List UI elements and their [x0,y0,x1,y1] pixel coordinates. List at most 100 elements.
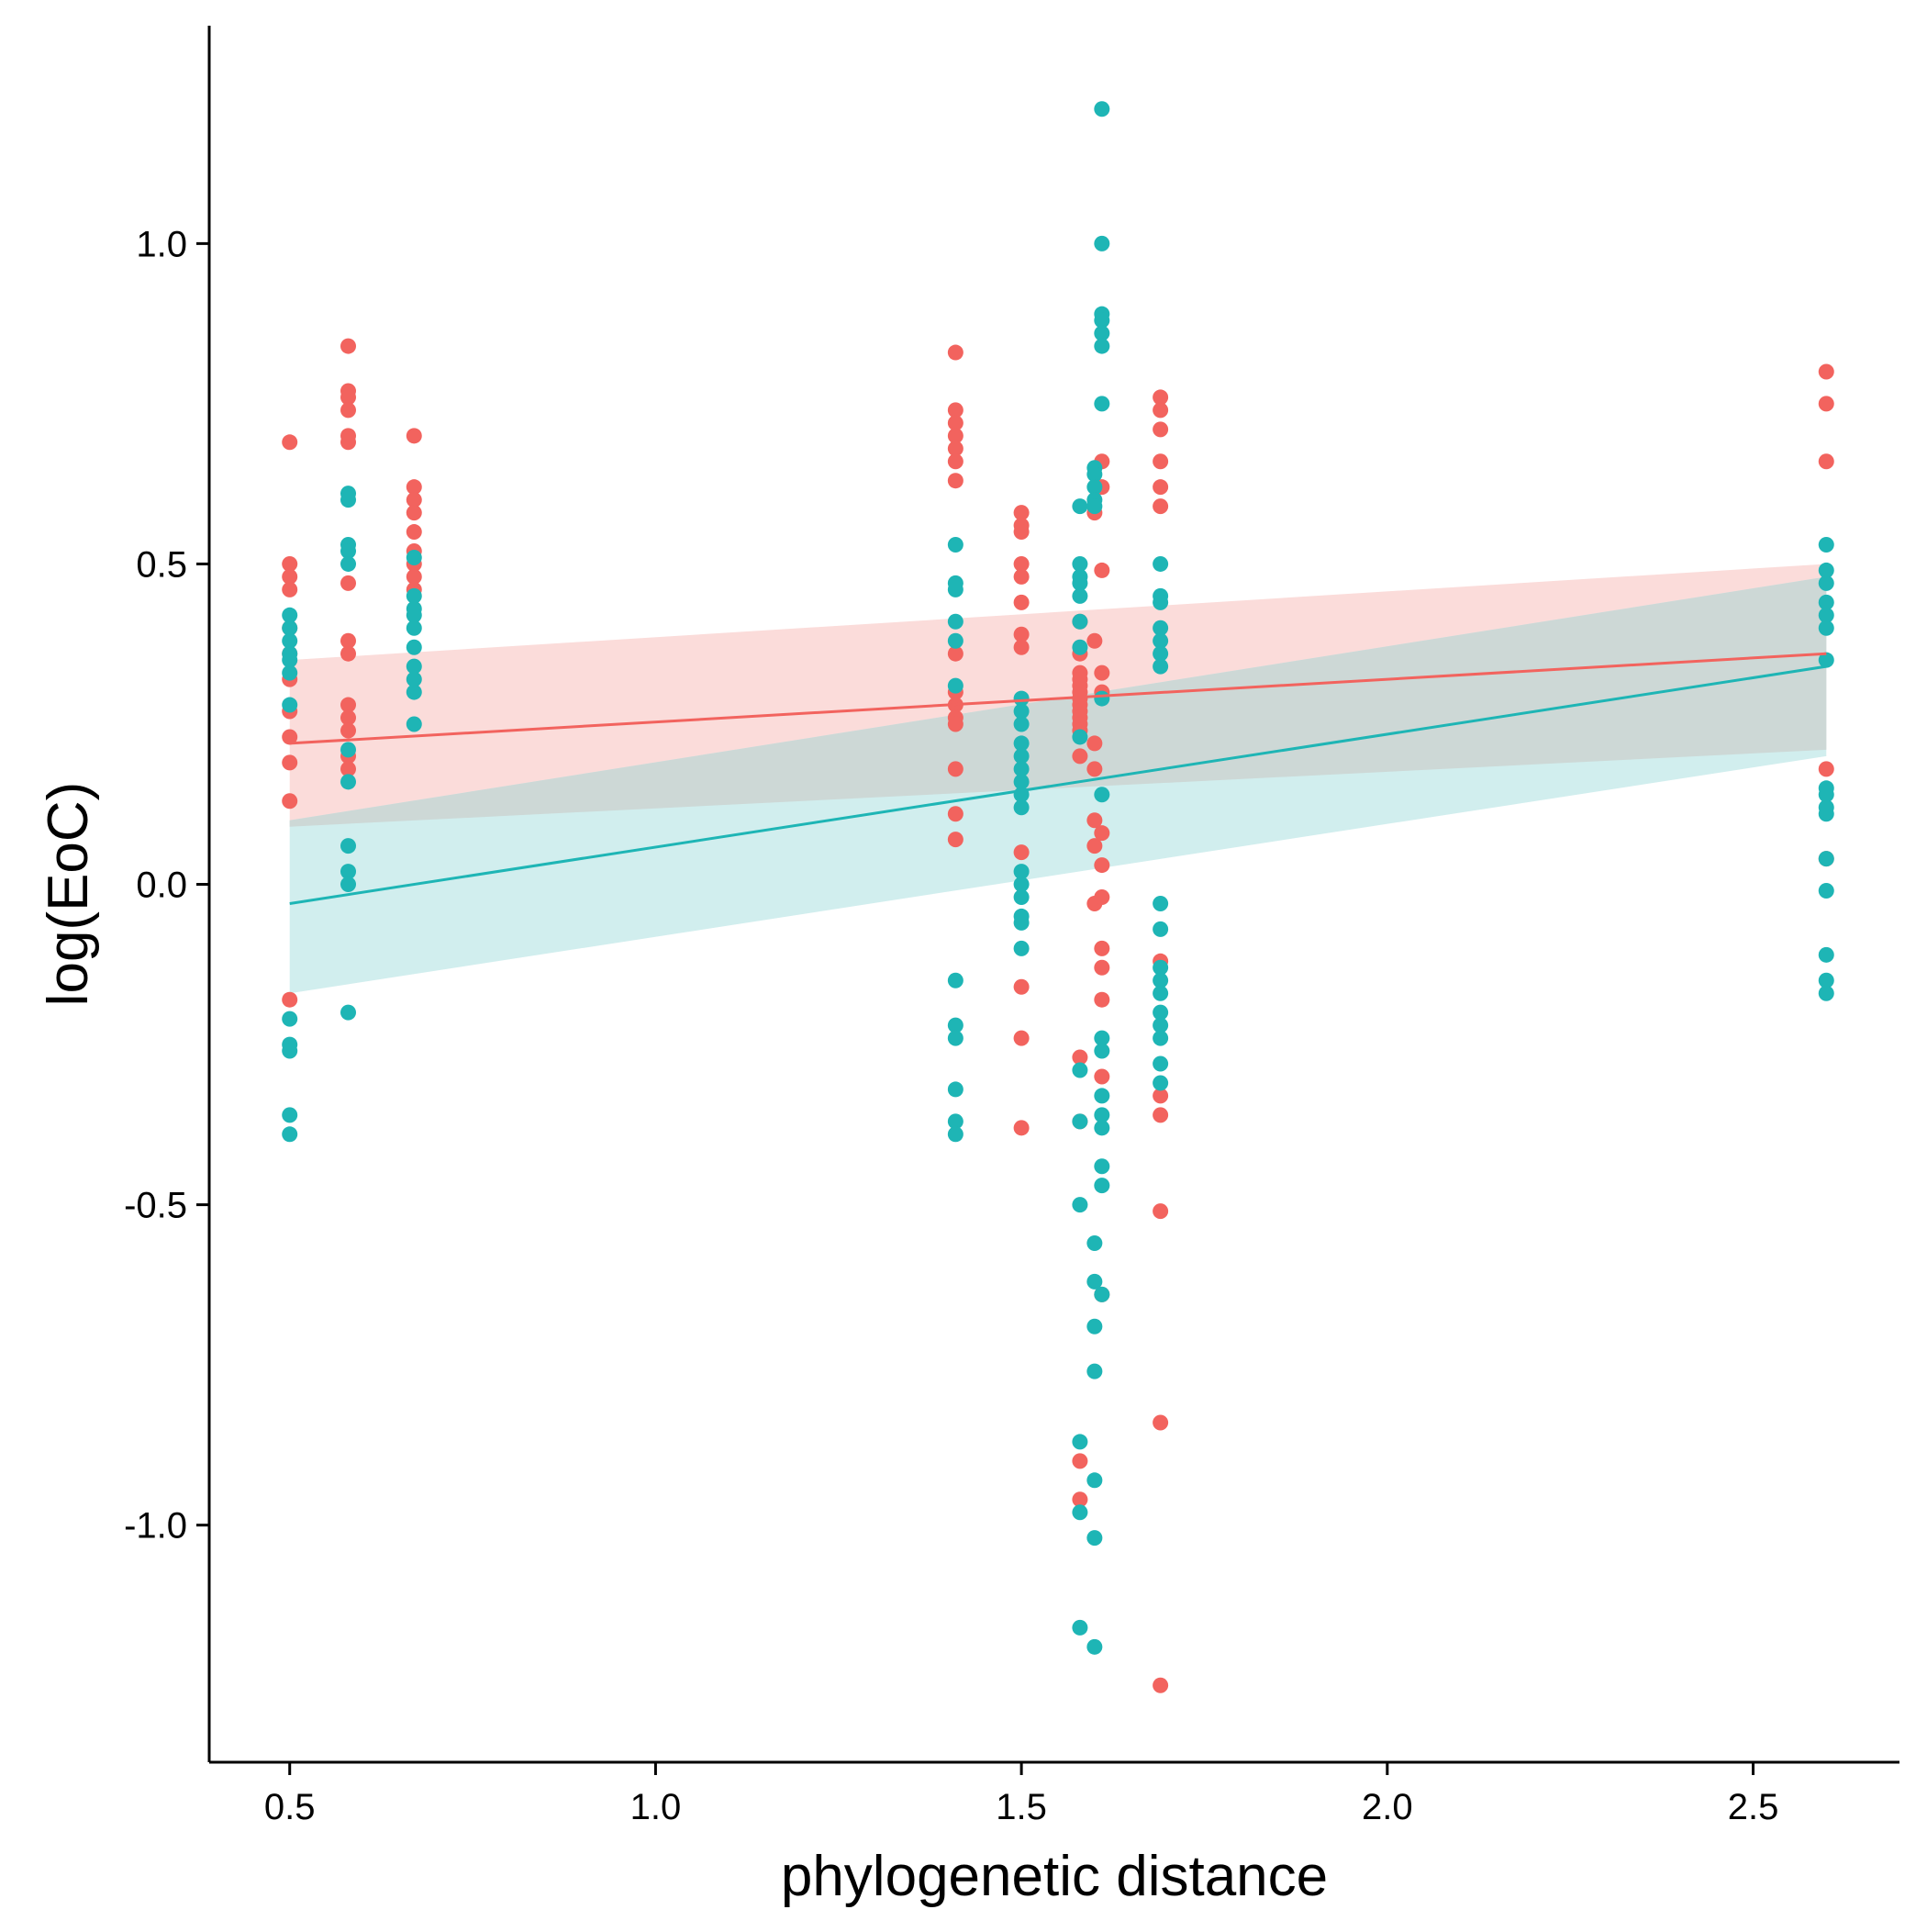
fit-lines [289,652,1827,905]
x-tick-label: 1.5 [996,1787,1047,1827]
data-point [947,1017,964,1033]
data-point [340,338,357,354]
data-point [1153,594,1169,610]
data-point [406,620,422,636]
data-point [947,1030,964,1046]
x-axis-ticks: 0.5 1.0 1.5 2.0 2.5 [264,1762,1778,1827]
data-point [1153,1017,1169,1033]
data-point [947,1081,964,1098]
data-point [947,972,964,988]
data-point [340,697,357,713]
data-point [1086,1318,1103,1335]
data-point [406,671,422,687]
data-point [1013,505,1030,521]
data-point [406,505,422,521]
data-point [1094,787,1110,803]
data-point [1818,453,1834,470]
data-point [1094,1286,1110,1302]
data-point [1072,1062,1088,1078]
data-point [1094,940,1110,956]
fit-line-0 [289,652,1827,745]
data-point [1094,1043,1110,1059]
data-point [282,581,298,597]
data-point [1072,587,1088,604]
data-point [1094,1068,1110,1085]
y-tick-label: -0.5 [124,1186,187,1226]
data-point [340,575,357,591]
data-point [282,568,298,585]
data-point [1818,396,1834,412]
data-point [1818,562,1834,578]
data-point [1072,1113,1088,1130]
data-point [1153,972,1169,988]
data-point [947,832,964,848]
data-point [947,402,964,419]
data-point [282,1043,298,1059]
data-point [406,568,422,585]
data-point [1153,479,1169,496]
data-point [1094,338,1110,354]
data-point [406,479,422,496]
data-point [340,722,357,739]
data-point [1153,895,1169,911]
data-point [340,709,357,726]
data-point [1818,946,1834,963]
data-point [282,991,298,1008]
data-point [1094,959,1110,976]
y-tick-label: -1.0 [124,1506,187,1547]
data-points [282,101,1834,1693]
data-point [1086,735,1103,752]
fit-line-1 [289,664,1827,905]
data-point [1094,1107,1110,1123]
data-point [1153,1055,1169,1072]
data-point [1072,1619,1088,1636]
data-point [947,716,964,732]
data-point [1153,1088,1169,1104]
data-point [406,524,422,541]
data-point [1094,235,1110,251]
data-point [1153,1004,1169,1021]
data-point [1094,1088,1110,1104]
data-point [947,537,964,553]
data-point [1086,838,1103,854]
x-tick-label: 0.5 [264,1787,316,1827]
data-point [340,402,357,419]
data-point [1094,325,1110,341]
data-point [1013,877,1030,893]
data-point [1153,1414,1169,1431]
data-point [1086,1363,1103,1379]
data-point [1072,1491,1088,1508]
data-point [947,428,964,444]
data-point [1013,716,1030,732]
data-point [1072,1434,1088,1450]
data-point [1094,857,1110,874]
data-point [1072,613,1088,630]
data-point [340,645,357,662]
data-point [340,389,357,406]
data-point [340,774,357,790]
data-point [1086,1273,1103,1290]
data-point [1818,607,1834,623]
data-point [1072,1504,1088,1521]
data-point [282,652,298,668]
data-point [1153,645,1169,662]
data-point [406,684,422,700]
y-tick-label: 0.0 [136,865,187,906]
data-point [1072,575,1088,591]
data-point [1818,620,1834,636]
data-point [1013,940,1030,956]
data-point [1013,735,1030,752]
data-point [1094,312,1110,329]
data-point [1086,812,1103,829]
data-point [1072,1453,1088,1469]
data-point [1013,568,1030,585]
y-axis-title: log(EoC) [37,782,100,1007]
data-point [1094,562,1110,578]
data-point [1153,453,1169,470]
x-tick-label: 2.0 [1362,1787,1413,1827]
data-point [1818,652,1834,668]
y-axis-ticks: -1.0 -0.5 0.0 0.5 1.0 [124,224,209,1547]
data-point [340,492,357,508]
data-point [282,793,298,810]
